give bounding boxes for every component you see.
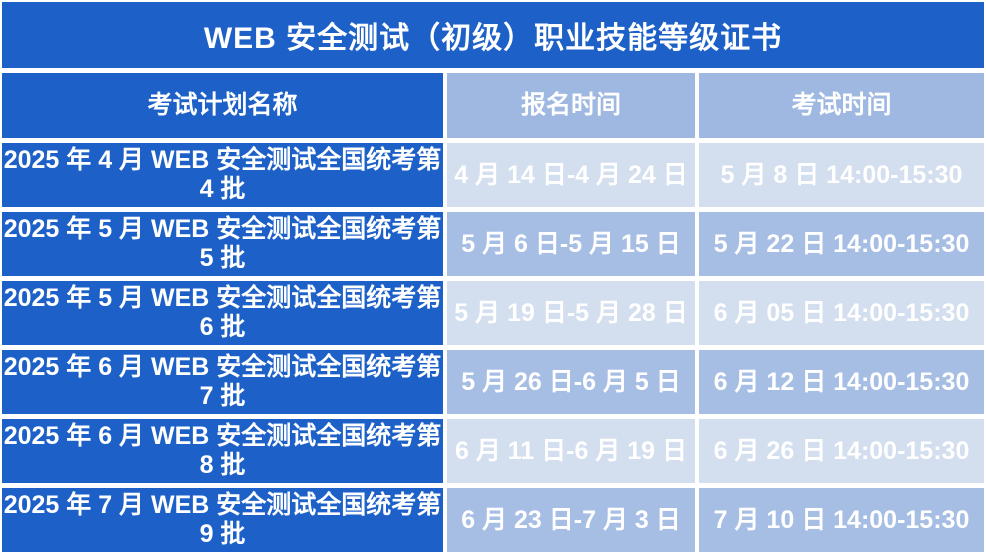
registration-cell: 5 月 26 日-6 月 5 日 [447,350,695,414]
exam-cell: 5 月 8 日 14:00-15:30 [699,143,984,207]
registration-cell: 6 月 11 日-6 月 19 日 [447,419,695,483]
plan-cell: 2025 年 6 月 WEB 安全测试全国统考第 7 批 [2,350,443,414]
exam-cell: 6 月 26 日 14:00-15:30 [699,419,984,483]
page-title: WEB 安全测试（初级）职业技能等级证书 [203,22,783,55]
exam-cell: 6 月 12 日 14:00-15:30 [699,350,984,414]
title-banner: WEB 安全测试（初级）职业技能等级证书 [2,2,984,68]
plan-cell: 2025 年 6 月 WEB 安全测试全国统考第 8 批 [2,419,443,483]
registration-cell: 5 月 19 日-5 月 28 日 [447,281,695,345]
registration-cell: 4 月 14 日-4 月 24 日 [447,143,695,207]
header-plan-name: 考试计划名称 [2,73,443,138]
registration-cell: 5 月 6 日-5 月 15 日 [447,212,695,276]
plan-cell: 2025 年 7 月 WEB 安全测试全国统考第 9 批 [2,488,443,552]
exam-cell: 5 月 22 日 14:00-15:30 [699,212,984,276]
exam-cell: 6 月 05 日 14:00-15:30 [699,281,984,345]
plan-cell: 2025 年 5 月 WEB 安全测试全国统考第 6 批 [2,281,443,345]
header-registration-time: 报名时间 [447,73,695,138]
exam-schedule-table: 考试计划名称 报名时间 考试时间 2025 年 4 月 WEB 安全测试全国统考… [2,73,984,552]
header-exam-time: 考试时间 [699,73,984,138]
exam-cell: 7 月 10 日 14:00-15:30 [699,488,984,552]
plan-cell: 2025 年 5 月 WEB 安全测试全国统考第 5 批 [2,212,443,276]
registration-cell: 6 月 23 日-7 月 3 日 [447,488,695,552]
plan-cell: 2025 年 4 月 WEB 安全测试全国统考第 4 批 [2,143,443,207]
